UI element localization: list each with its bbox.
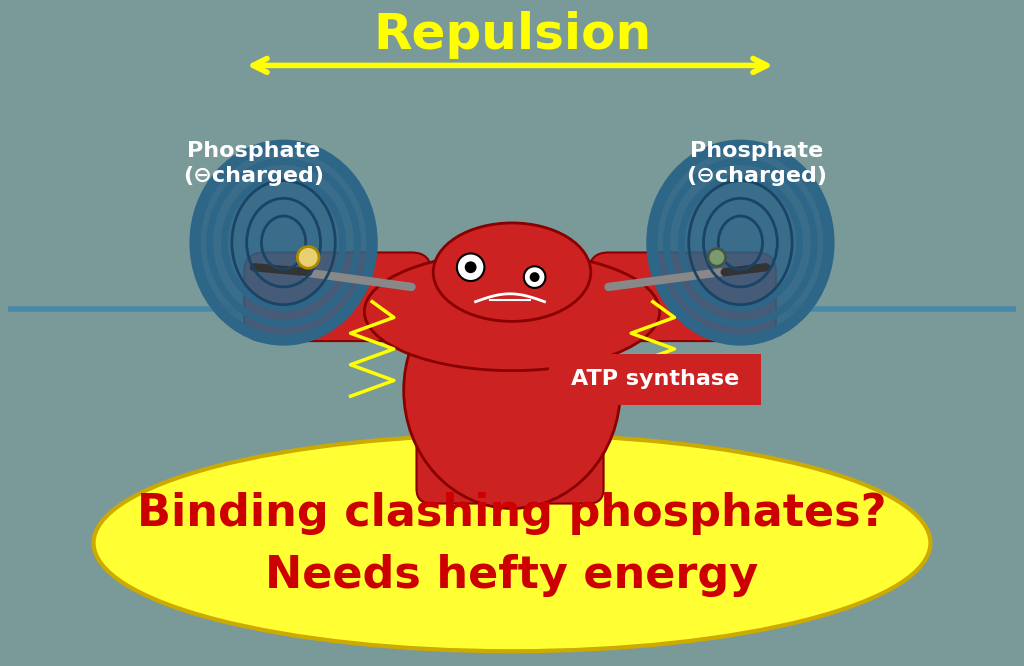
Ellipse shape: [529, 272, 540, 282]
Ellipse shape: [465, 261, 476, 273]
Ellipse shape: [433, 223, 591, 322]
Ellipse shape: [708, 248, 726, 266]
Ellipse shape: [656, 149, 824, 336]
Ellipse shape: [93, 435, 931, 651]
FancyBboxPatch shape: [244, 252, 431, 341]
Text: Repulsion: Repulsion: [373, 11, 651, 59]
Ellipse shape: [365, 252, 659, 370]
FancyBboxPatch shape: [589, 252, 776, 341]
Text: Needs hefty energy: Needs hefty energy: [265, 554, 759, 597]
Text: ATP synthase: ATP synthase: [570, 370, 739, 390]
Text: Phosphate
(⊖charged): Phosphate (⊖charged): [686, 141, 826, 186]
FancyBboxPatch shape: [8, 10, 1016, 666]
FancyBboxPatch shape: [417, 336, 603, 503]
Ellipse shape: [524, 266, 546, 288]
Text: Phosphate
(⊖charged): Phosphate (⊖charged): [183, 141, 325, 186]
Ellipse shape: [297, 246, 319, 268]
Ellipse shape: [457, 254, 484, 281]
FancyBboxPatch shape: [550, 354, 761, 405]
Ellipse shape: [200, 149, 368, 336]
Ellipse shape: [403, 272, 621, 508]
Text: Binding clashing phosphates?: Binding clashing phosphates?: [137, 492, 887, 535]
